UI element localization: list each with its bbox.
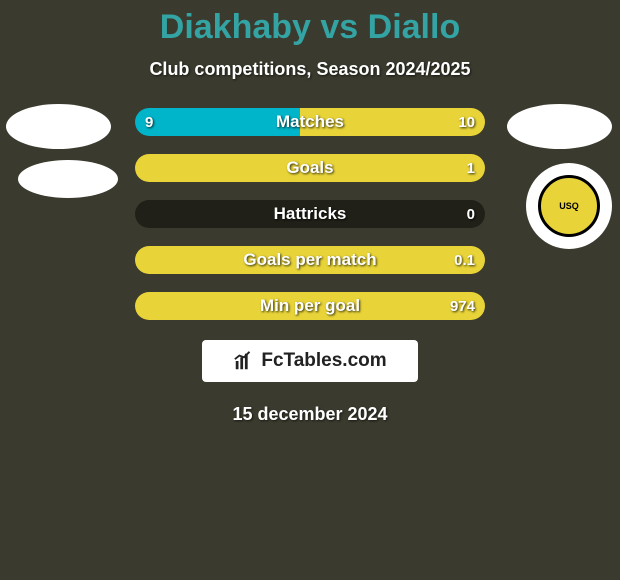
bars-group: 910Matches 1Goals 0Hattricks 0.1Goals per m… [135,108,485,338]
branding-text: FcTables.com [261,350,386,372]
player-right-badge [507,104,612,149]
stat-row: 910Matches [135,108,485,136]
stat-row: 0.1Goals per match [135,246,485,274]
chart-area: USQ 910Matches 1Goals 0Hattricks 0.1Goals p… [0,108,620,328]
bar-label: Goals [135,154,485,182]
bar-label: Hattricks [135,200,485,228]
player-left-badge-1 [6,104,111,149]
bar-label: Goals per match [135,246,485,274]
stat-row: 974Min per goal [135,292,485,320]
subtitle: Club competitions, Season 2024/2025 [0,59,620,80]
bar-label: Min per goal [135,292,485,320]
club-logo-inner: USQ [538,175,600,237]
stat-row: 1Goals [135,154,485,182]
date-line: 15 december 2024 [0,404,620,425]
branding-badge[interactable]: FcTables.com [202,340,418,382]
club-logo: USQ [526,163,612,249]
chart-icon [233,350,255,372]
bar-label: Matches [135,108,485,136]
comparison-card: Diakhaby vs Diallo Club competitions, Se… [0,0,620,580]
player-left-badge-2 [18,160,118,198]
stat-row: 0Hattricks [135,200,485,228]
page-title: Diakhaby vs Diallo [0,8,620,47]
